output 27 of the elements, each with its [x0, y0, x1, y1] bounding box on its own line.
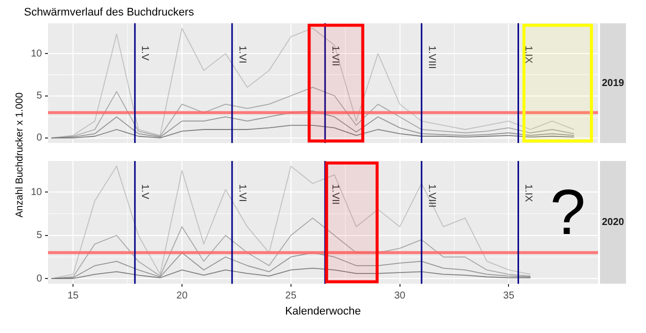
y-tick-label: 10: [30, 186, 42, 198]
y-tick-label: 5: [36, 230, 42, 242]
ref-line-label: 1.VIII: [426, 46, 437, 69]
text: 2019: [602, 78, 625, 89]
chart-title: Schwärmverlauf des Buchdruckers: [24, 6, 194, 19]
x-tick-label: 30: [394, 290, 406, 302]
x-tick-label: 25: [285, 290, 297, 302]
y-tick-label: 5: [36, 90, 42, 102]
x-tick-label: 35: [503, 290, 515, 302]
ref-line-label: 1.V: [139, 184, 150, 200]
ref-line-label: 1.VI: [236, 184, 248, 202]
y-tick-label: 10: [30, 48, 42, 60]
text: 2020: [602, 217, 625, 228]
ref-line-label: 1.VIII: [426, 184, 437, 208]
ref-line-label: 1.IX: [522, 184, 534, 202]
y-tick-label: 0: [36, 273, 42, 284]
ref-line-label: 1.VII: [329, 46, 340, 66]
ref-line-label: 1.IX: [522, 46, 534, 64]
y-tick-label: 0: [36, 132, 42, 144]
ref-line-label: 1.VII: [329, 184, 340, 205]
x-tick-label: 15: [67, 290, 80, 302]
x-tick-label: 20: [176, 290, 188, 302]
annotation: ?: [550, 176, 586, 248]
x-axis-title: Kalenderwoche: [285, 305, 361, 318]
ref-line-label: 1.V: [139, 46, 150, 61]
y-axis-title: Anzahl Buchdrucker x 1.000: [14, 92, 26, 218]
ref-line-label: 1.VI: [236, 46, 248, 64]
